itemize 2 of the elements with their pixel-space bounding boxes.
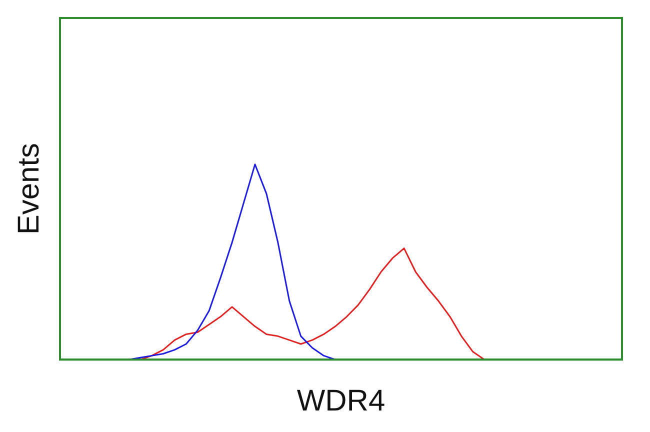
y-axis-title: Events (12, 142, 46, 235)
x-axis-title: WDR4 (296, 384, 386, 418)
